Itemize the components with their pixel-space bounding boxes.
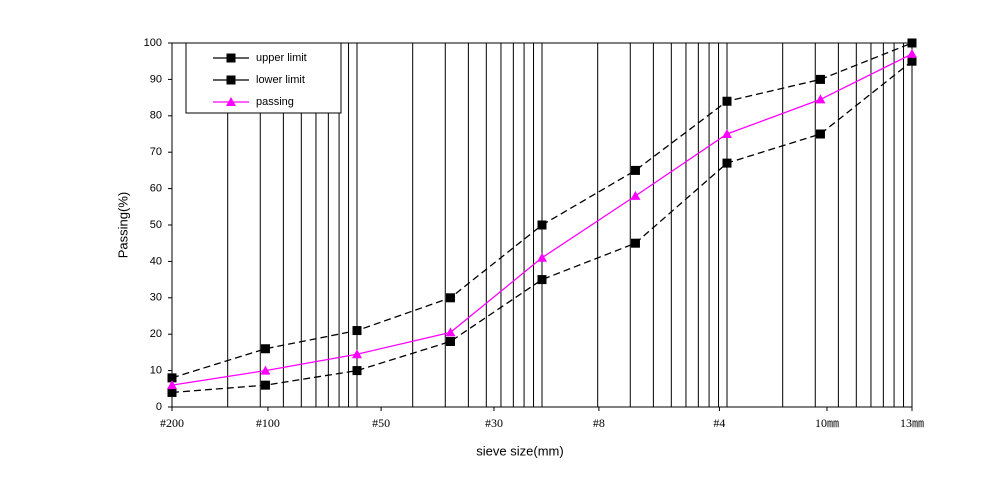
legend-label: upper limit: [256, 52, 307, 64]
y-tick-label: 40: [150, 255, 162, 267]
point: [815, 129, 825, 139]
point: [907, 56, 917, 66]
point: [907, 48, 917, 58]
point: [260, 380, 270, 390]
point: [815, 94, 826, 104]
y-tick-label: 80: [150, 110, 162, 122]
y-axis-label: Passing(%): [115, 192, 130, 258]
point: [722, 158, 732, 168]
y-tick-label: 10: [150, 365, 162, 377]
legend-label: passing: [256, 96, 294, 108]
point: [537, 220, 547, 230]
x-tick-label: 13㎜: [900, 416, 924, 430]
y-tick-label: 20: [150, 328, 162, 340]
legend-marker: [226, 97, 236, 106]
y-tick-label: 70: [150, 146, 162, 158]
point: [445, 327, 456, 337]
point: [815, 74, 825, 84]
y-tick-label: 0: [156, 401, 162, 413]
x-tick-label: #100: [256, 416, 280, 430]
point: [260, 365, 271, 375]
point: [907, 38, 917, 48]
point: [260, 344, 270, 354]
point: [352, 349, 362, 359]
x-axis-label: sieve size(mm): [476, 443, 563, 458]
y-tick-label: 90: [150, 73, 162, 85]
point: [722, 96, 732, 106]
x-tick-label: #30: [485, 416, 503, 430]
point: [445, 336, 455, 346]
x-tick-label: #8: [593, 416, 605, 430]
point: [630, 165, 640, 175]
point: [167, 387, 177, 397]
legend-label: lower limit: [256, 74, 305, 86]
legend-marker: [226, 53, 236, 63]
y-tick-label: 30: [150, 292, 162, 304]
y-tick-label: 100: [144, 37, 162, 49]
point: [537, 275, 547, 285]
legend-box: [185, 42, 342, 114]
point: [445, 293, 455, 303]
x-tick-label: 10㎜: [815, 416, 839, 430]
point: [167, 380, 177, 390]
y-tick-label: 60: [150, 183, 162, 195]
x-tick-label: #50: [372, 416, 390, 430]
x-tick-label: #4: [713, 416, 725, 430]
legend-marker: [226, 75, 236, 85]
y-tick-label: 50: [150, 219, 162, 231]
point: [630, 190, 641, 200]
series-line: [171, 60, 913, 394]
point: [630, 238, 640, 248]
point: [167, 373, 177, 383]
x-tick-label: #200: [160, 416, 184, 430]
point: [352, 366, 362, 376]
point: [537, 252, 547, 262]
point: [722, 129, 732, 138]
point: [352, 326, 362, 336]
